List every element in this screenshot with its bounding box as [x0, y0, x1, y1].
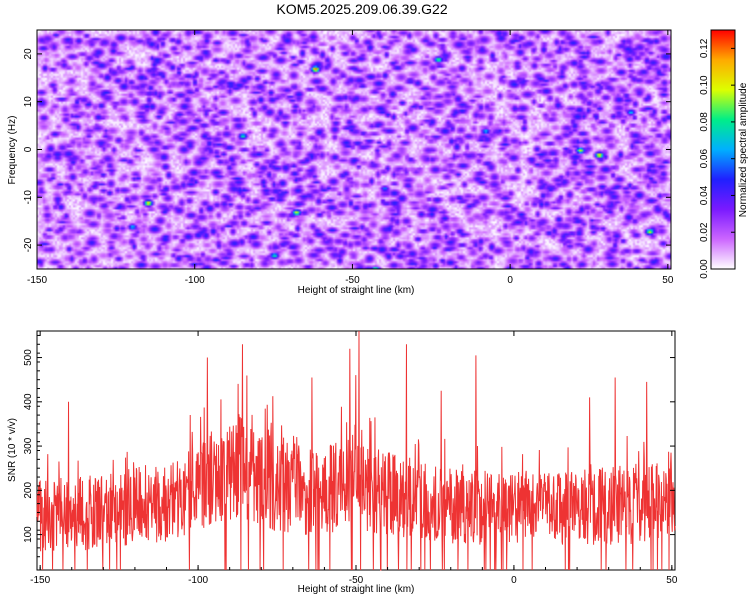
- colorbar-tick-label: 0.08: [699, 112, 710, 132]
- snr-y-tick-label: 100: [23, 526, 34, 543]
- snr-y-tick-label: 500: [23, 349, 34, 366]
- heatmap-y-tick-label: 0: [23, 146, 34, 152]
- heatmap-y-tick-label: 20: [23, 48, 34, 60]
- heatmap-y-label: Frequency (Hz): [7, 116, 18, 185]
- heatmap-x-tick-label: -150: [27, 275, 47, 286]
- colorbar-tick-label: 0.00: [699, 259, 710, 279]
- colorbar-tick-label: 0.10: [699, 75, 710, 95]
- heatmap-y-axis: -20 -10 0 10 20: [23, 48, 671, 252]
- colorbar-ramp: [710, 29, 736, 270]
- heatmap-y-tick-label: -20: [23, 237, 34, 252]
- figure-title: KOM5.2025.209.06.39.G22: [276, 1, 447, 17]
- heatmap-y-tick-label: -10: [23, 190, 34, 205]
- heatmap-x-axis: -150 -100 -50 0 50: [27, 30, 674, 286]
- snr-panel: -150 -100 -50 0 50 100 200 300 400 500 Height of…: [7, 330, 678, 595]
- snr-x-axis: -150 -100 -50 0 50: [30, 331, 678, 586]
- colorbar-tick-label: 0.04: [699, 185, 710, 205]
- colorbar-label: Normalized spectral amplitude: [738, 82, 749, 217]
- snr-x-label: Height of straight line (km): [298, 584, 415, 595]
- snr-x-tick-label: -150: [30, 575, 50, 586]
- heatmap-x-tick-label: -50: [345, 275, 360, 286]
- snr-y-label: SNR (10 * v/v): [7, 418, 18, 482]
- heatmap-x-label: Height of straight line (km): [298, 285, 415, 296]
- snr-y-tick-label: 400: [23, 393, 34, 410]
- snr-x-tick-label: -50: [349, 575, 364, 586]
- snr-x-tick-label: -100: [188, 575, 208, 586]
- colorbar-axis: 0.00 0.02 0.04 0.06 0.08 0.10 0.12: [699, 38, 735, 279]
- snr-y-tick-label: 300: [23, 437, 34, 454]
- colorbar-tick-label: 0.12: [699, 38, 710, 58]
- snr-y-axis: 100 200 300 400 500: [23, 334, 675, 558]
- heatmap-x-tick-label: 50: [662, 275, 674, 286]
- snr-x-tick-label: 50: [666, 575, 678, 586]
- colorbar-tick-label: 0.06: [699, 149, 710, 169]
- heatmap-x-tick-label: -100: [185, 275, 205, 286]
- snr-x-tick-label: 0: [511, 575, 517, 586]
- heatmap-x-tick-label: 0: [507, 275, 513, 286]
- colorbar-tick-label: 0.02: [699, 222, 710, 242]
- snr-series-line: [36, 330, 676, 571]
- heatmap-image: [37, 30, 671, 269]
- snr-y-tick-label: 200: [23, 482, 34, 499]
- colorbar: 0.00 0.02 0.04 0.06 0.08 0.10 0.12 Normalized …: [699, 29, 749, 279]
- heatmap-y-tick-label: 10: [23, 96, 34, 108]
